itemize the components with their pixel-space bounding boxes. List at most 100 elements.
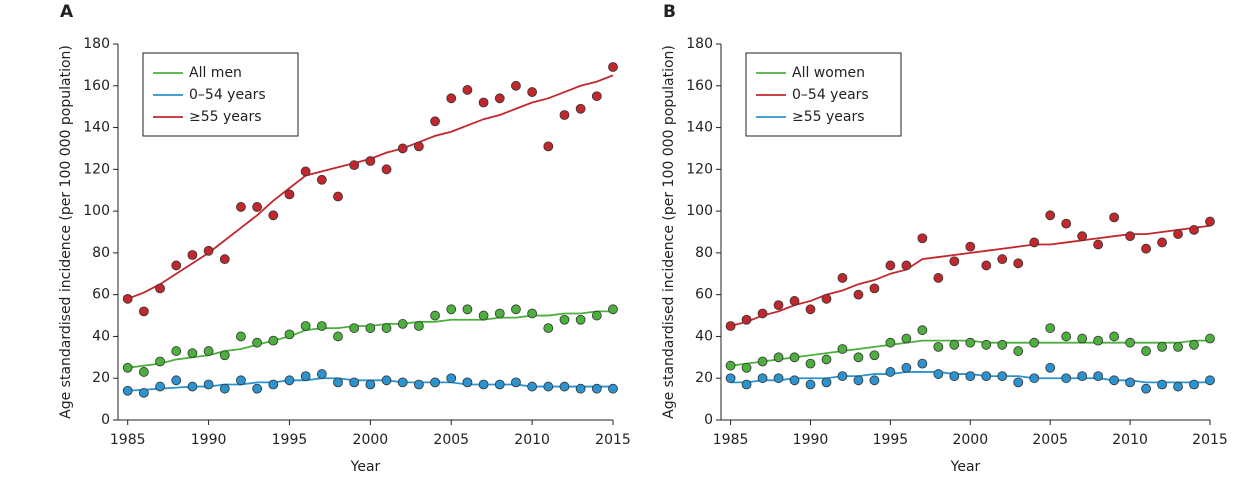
data-point [462, 377, 473, 388]
legend-label: All men [189, 65, 242, 81]
fit-line [730, 224, 1211, 327]
data-point [300, 321, 311, 331]
data-point [349, 377, 360, 388]
data-point [608, 62, 618, 72]
data-point [821, 354, 832, 365]
data-point [1189, 339, 1199, 350]
data-point [575, 383, 586, 394]
data-point [591, 383, 602, 394]
data-point [203, 379, 214, 390]
data-point [187, 381, 198, 392]
y-tick-label: 40 [92, 328, 110, 344]
y-tick-label: 160 [686, 78, 713, 94]
data-point [981, 339, 992, 350]
data-point [1029, 373, 1040, 384]
data-point [789, 296, 800, 306]
data-point [981, 371, 992, 382]
data-point [462, 304, 473, 315]
x-tick-label: 2015 [595, 432, 631, 448]
data-point [171, 375, 182, 386]
x-tick-label: 1985 [713, 432, 749, 448]
data-point [773, 352, 784, 363]
x-tick-label: 1995 [873, 432, 909, 448]
y-tick-label: 180 [686, 36, 713, 52]
data-point [997, 371, 1008, 382]
data-point [901, 260, 912, 271]
data-point [1061, 331, 1072, 342]
data-point [1045, 210, 1056, 221]
data-point [917, 233, 928, 244]
data-point [757, 356, 768, 367]
data-point [1173, 229, 1183, 239]
data-point [1205, 375, 1215, 386]
y-tick-label: 140 [83, 120, 110, 136]
data-point [805, 358, 816, 369]
data-point [252, 337, 263, 348]
data-point [933, 273, 944, 283]
data-point [381, 375, 392, 386]
data-point [511, 377, 521, 388]
data-point [789, 375, 800, 386]
data-point [316, 321, 327, 331]
data-point [1157, 341, 1167, 352]
data-point [997, 254, 1008, 265]
data-point [446, 93, 457, 104]
data-point [300, 166, 311, 177]
data-point [155, 283, 165, 294]
y-tick-label: 160 [83, 78, 110, 94]
data-point [575, 103, 586, 114]
x-tick-label: 2000 [353, 432, 389, 448]
data-point [1077, 371, 1088, 382]
data-point [901, 362, 912, 373]
x-tick-label: 2015 [1192, 432, 1228, 448]
x-tick-label: 1990 [191, 432, 227, 448]
data-point [316, 174, 327, 185]
data-point [917, 358, 928, 369]
panel-label: A [60, 2, 74, 22]
data-point [1077, 333, 1088, 344]
data-point [1061, 218, 1072, 229]
x-axis-label: Year [350, 459, 381, 475]
data-point [1205, 216, 1215, 227]
data-point [757, 308, 768, 319]
data-point [527, 381, 538, 392]
data-point [1157, 237, 1167, 248]
x-tick-label: 1990 [793, 432, 829, 448]
data-point [789, 352, 800, 363]
data-point [725, 373, 736, 384]
x-tick-label: 2005 [433, 432, 469, 448]
data-point [1189, 379, 1199, 390]
data-point [138, 367, 149, 377]
data-point [773, 373, 784, 384]
data-point [494, 93, 505, 104]
data-point [365, 379, 376, 390]
data-point [1045, 323, 1056, 333]
data-point [1109, 212, 1120, 223]
data-point [949, 371, 960, 382]
data-point [122, 362, 133, 373]
data-point [853, 289, 864, 300]
data-point [1013, 258, 1024, 269]
data-point [268, 335, 279, 346]
data-point [203, 346, 214, 356]
data-point [965, 337, 976, 348]
data-point [773, 300, 784, 311]
data-point [821, 293, 832, 304]
data-point [494, 379, 505, 390]
data-point [1141, 243, 1151, 254]
data-point [965, 241, 976, 252]
data-point [155, 356, 165, 367]
data-point [365, 156, 376, 166]
data-point [1125, 337, 1135, 348]
data-point [236, 375, 246, 386]
data-point [219, 350, 230, 361]
data-point [381, 323, 392, 333]
data-point [1125, 231, 1135, 242]
data-point [430, 377, 440, 388]
y-tick-label: 0 [101, 412, 110, 428]
data-point [1109, 331, 1120, 342]
data-point [575, 314, 586, 325]
y-tick-label: 60 [92, 287, 110, 303]
legend-label: ≥55 years [189, 109, 262, 125]
